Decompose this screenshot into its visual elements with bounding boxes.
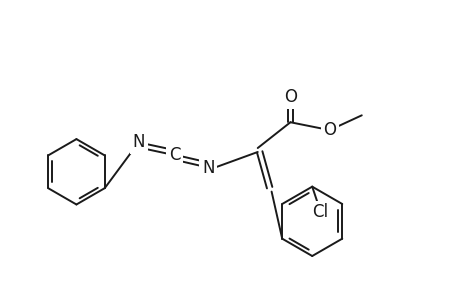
Text: O: O bbox=[323, 121, 336, 139]
Text: N: N bbox=[202, 159, 214, 177]
Text: C: C bbox=[168, 146, 180, 164]
Text: O: O bbox=[283, 88, 297, 106]
Text: Cl: Cl bbox=[311, 203, 328, 221]
Text: N: N bbox=[132, 133, 145, 151]
